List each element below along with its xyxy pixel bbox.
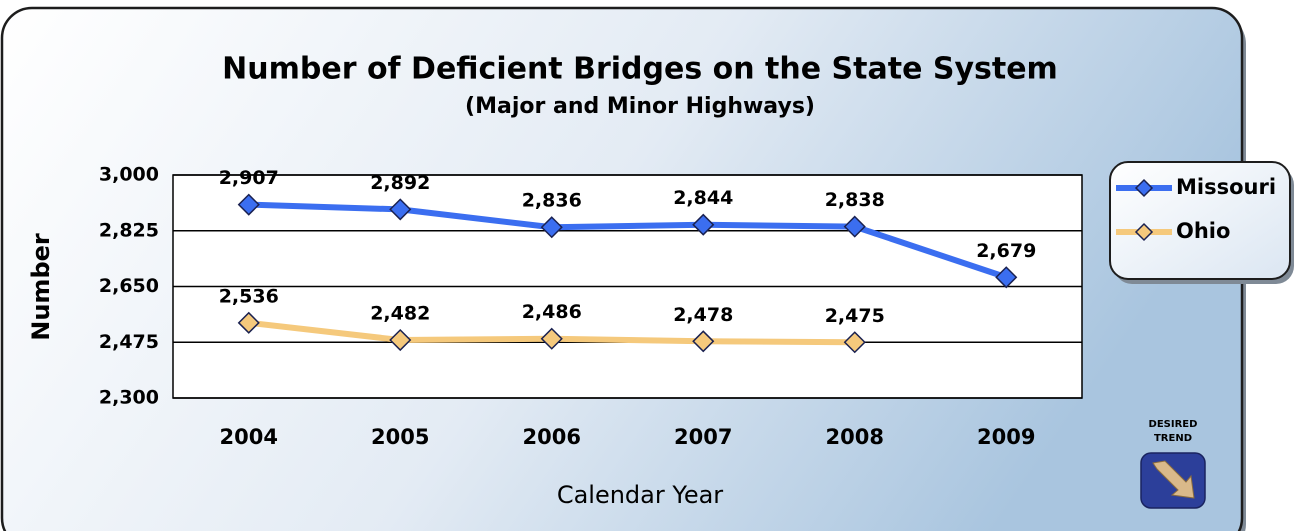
- series-line: [248, 201, 1008, 281]
- legend-label: Missouri: [1176, 175, 1276, 199]
- chart-subtitle: (Major and Minor Highways): [465, 94, 815, 119]
- data-point: [995, 266, 1018, 289]
- legend: Missouri Ohio: [1109, 161, 1294, 284]
- plot-border: [172, 174, 1083, 399]
- data-point: [389, 198, 412, 221]
- data-label: 2,486: [522, 301, 582, 323]
- data-label: 2,844: [673, 187, 733, 209]
- x-tick-label: 2006: [523, 425, 581, 449]
- y-tick-label: 2,300: [99, 387, 159, 409]
- x-tick-label: 2008: [826, 425, 884, 449]
- annotation: TREND: [1154, 433, 1192, 444]
- legend-label: Ohio: [1176, 219, 1230, 243]
- y-tick-label: 3,000: [99, 164, 159, 186]
- data-label: 2,482: [370, 303, 430, 325]
- data-label: 2,838: [825, 189, 885, 211]
- data-label: 2,892: [370, 172, 430, 194]
- data-point: [540, 216, 563, 239]
- y-tick-label: 2,650: [99, 275, 159, 297]
- legend-box: [1109, 161, 1291, 280]
- annotation: DESIRED: [1149, 419, 1198, 430]
- y-axis-title: Number: [27, 233, 55, 341]
- data-label: 2,478: [673, 304, 733, 326]
- trend-arrow: [1152, 460, 1195, 499]
- x-tick-label: 2005: [371, 425, 429, 449]
- data-point: [237, 311, 260, 334]
- data-point: [843, 215, 866, 238]
- data-point: [540, 327, 563, 350]
- data-label: 2,907: [219, 167, 279, 189]
- y-tick-label: 2,475: [99, 331, 159, 353]
- x-tick-label: 2009: [977, 425, 1035, 449]
- x-tick-label: 2004: [220, 425, 278, 449]
- data-point: [692, 213, 715, 236]
- legend-marker: [1134, 222, 1154, 242]
- legend-marker: [1134, 178, 1154, 198]
- x-tick-label: 2007: [674, 425, 732, 449]
- data-label: 2,536: [219, 285, 279, 307]
- data-label: 2,679: [976, 240, 1036, 262]
- data-point: [389, 328, 412, 352]
- data-label: 2,475: [825, 305, 885, 327]
- y-tick-label: 2,825: [99, 219, 159, 241]
- data-point: [237, 193, 260, 216]
- data-label: 2,836: [522, 190, 582, 212]
- data-point: [692, 330, 715, 353]
- data-point: [843, 331, 866, 354]
- x-axis-title: Calendar Year: [557, 481, 723, 509]
- chart-title: Number of Deficient Bridges on the State…: [222, 52, 1058, 87]
